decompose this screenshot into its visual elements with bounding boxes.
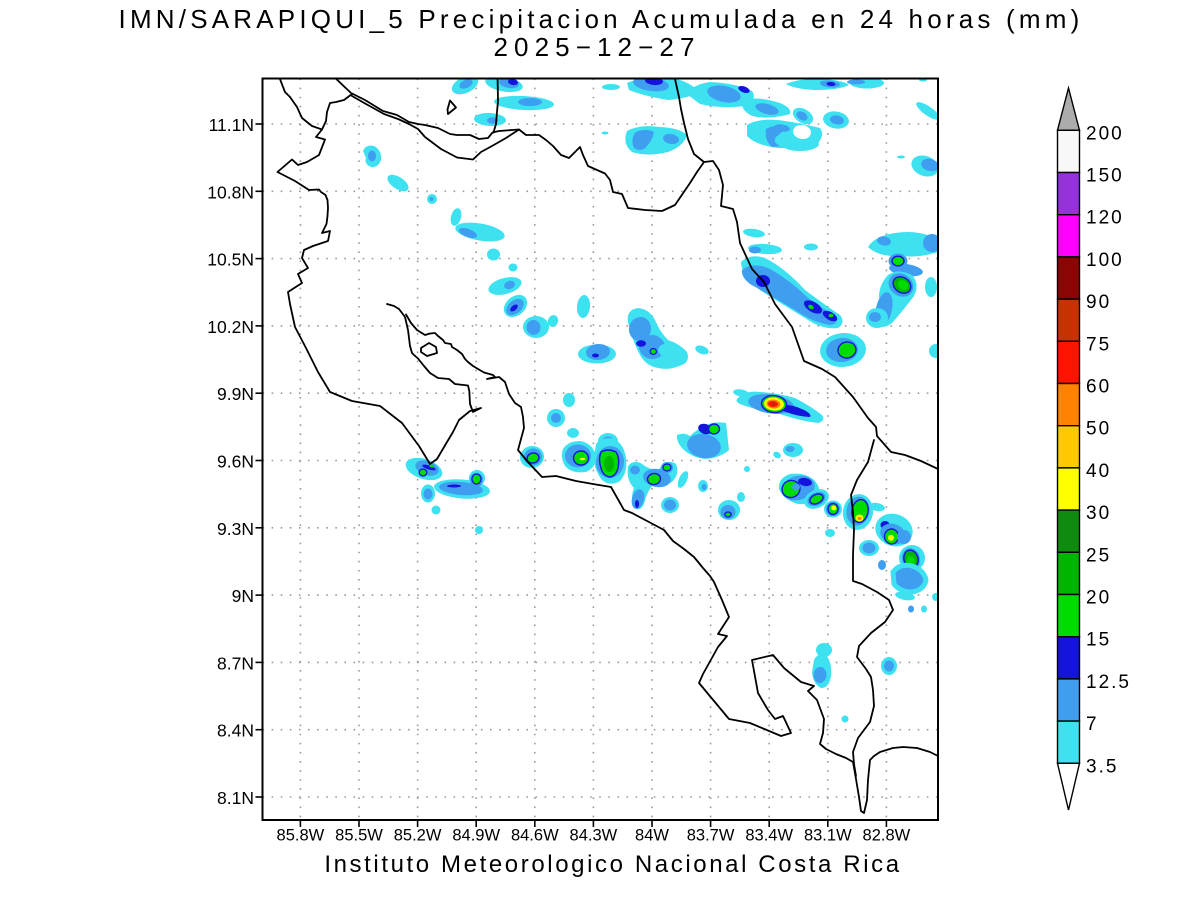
- svg-text:9N: 9N: [232, 586, 254, 606]
- svg-text:2025−12−27: 2025−12−27: [493, 32, 700, 62]
- svg-text:85.5W: 85.5W: [335, 827, 383, 845]
- svg-text:83.4W: 83.4W: [745, 827, 793, 845]
- svg-text:15: 15: [1086, 630, 1111, 651]
- svg-text:85.2W: 85.2W: [394, 827, 442, 845]
- svg-text:83.1W: 83.1W: [804, 827, 852, 845]
- svg-text:40: 40: [1086, 461, 1111, 482]
- svg-text:84.3W: 84.3W: [570, 827, 618, 845]
- svg-text:8.7N: 8.7N: [217, 653, 254, 673]
- svg-text:12.5: 12.5: [1086, 672, 1131, 693]
- svg-text:84.6W: 84.6W: [511, 827, 559, 845]
- svg-text:84W: 84W: [635, 827, 669, 845]
- svg-text:83.7W: 83.7W: [687, 827, 735, 845]
- svg-text:50: 50: [1086, 419, 1111, 440]
- svg-text:200: 200: [1086, 123, 1124, 144]
- svg-text:75: 75: [1086, 334, 1111, 355]
- svg-text:82.8W: 82.8W: [863, 827, 911, 845]
- svg-text:9.3N: 9.3N: [217, 519, 254, 539]
- svg-text:8.4N: 8.4N: [217, 721, 254, 741]
- svg-text:20: 20: [1086, 588, 1111, 609]
- svg-text:9.9N: 9.9N: [217, 384, 254, 404]
- svg-text:84.9W: 84.9W: [452, 827, 500, 845]
- svg-text:10.5N: 10.5N: [207, 250, 254, 270]
- svg-text:150: 150: [1086, 166, 1124, 187]
- svg-text:3.5: 3.5: [1086, 756, 1118, 777]
- svg-text:120: 120: [1086, 208, 1124, 229]
- svg-text:30: 30: [1086, 503, 1111, 524]
- svg-text:85.8W: 85.8W: [277, 827, 325, 845]
- svg-text:9.6N: 9.6N: [217, 452, 254, 472]
- svg-text:IMN/SARAPIQUI_5 Precipitacion: IMN/SARAPIQUI_5 Precipitacion Acumulada …: [119, 4, 1084, 34]
- svg-text:10.2N: 10.2N: [207, 317, 254, 337]
- svg-text:7: 7: [1086, 714, 1099, 735]
- svg-text:10.8N: 10.8N: [207, 182, 254, 202]
- svg-text:11.1N: 11.1N: [209, 115, 254, 135]
- svg-text:60: 60: [1086, 377, 1111, 398]
- svg-text:Instituto Meteorologico Nacion: Instituto Meteorologico Nacional Costa R…: [324, 851, 901, 878]
- svg-text:100: 100: [1086, 250, 1124, 271]
- svg-text:90: 90: [1086, 292, 1111, 313]
- svg-text:8.1N: 8.1N: [217, 788, 254, 808]
- svg-text:25: 25: [1086, 545, 1111, 566]
